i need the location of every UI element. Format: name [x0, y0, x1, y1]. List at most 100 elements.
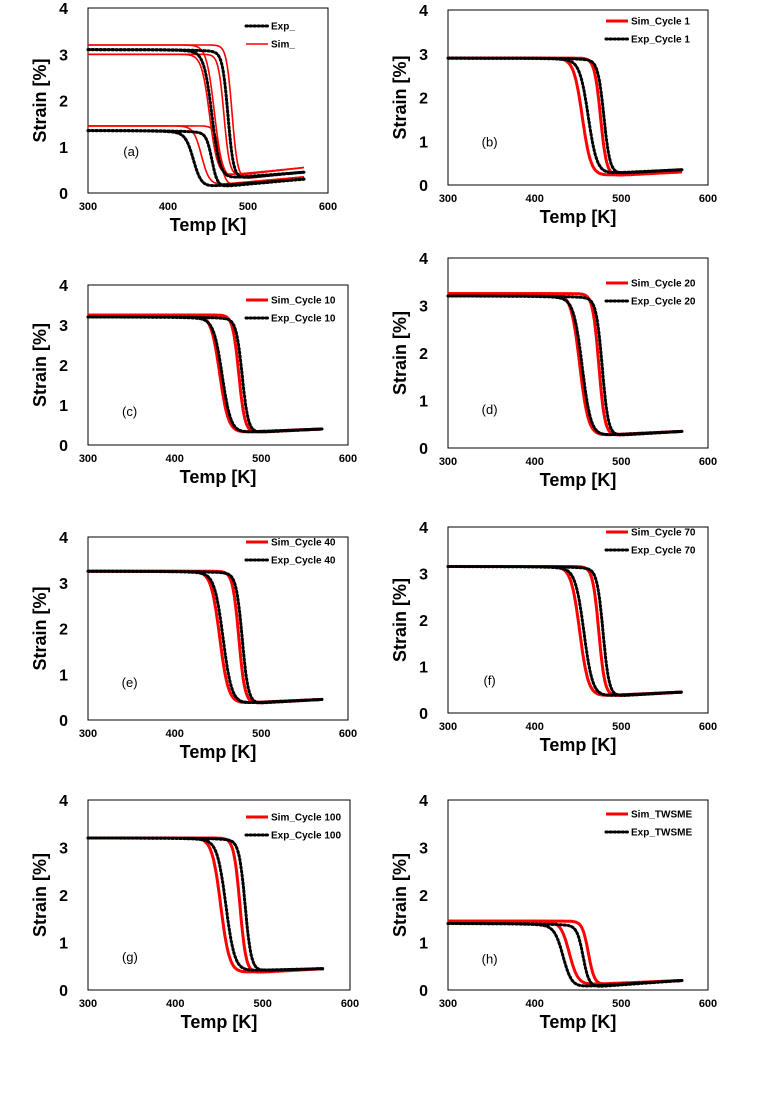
y-tick-label: 4 — [59, 278, 68, 295]
x-axis-label: Temp [K] — [540, 735, 617, 755]
panel-g: 300 400 500 600 0 1 2 3 4 Temp [K] Strain [%] Sim_C… — [30, 793, 359, 1032]
panel-label: (e) — [122, 675, 138, 690]
series-exp-cool-3 — [446, 56, 684, 175]
x-tick-label: 300 — [79, 998, 97, 1010]
plot-frame — [87, 7, 329, 194]
x-axis-label: Temp [K] — [540, 470, 617, 490]
y-tick-label: 0 — [59, 983, 68, 1000]
y-tick-label: 1 — [419, 134, 428, 151]
series-exp-cool-3 — [86, 569, 324, 704]
y-tick-label: 3 — [59, 841, 68, 858]
series-exp-cool-7 — [86, 48, 306, 179]
x-tick-label: 400 — [165, 453, 183, 465]
plot-frame — [87, 536, 349, 721]
panel-label: (d) — [482, 402, 498, 417]
y-tick-label: 4 — [419, 520, 428, 537]
panel-f: 300 400 500 600 0 1 2 3 4 Temp [K] Strain [%] Sim_C… — [390, 520, 717, 755]
y-tick-label: 0 — [59, 186, 68, 203]
x-tick-label: 300 — [439, 998, 457, 1010]
x-tick-label: 400 — [159, 201, 177, 213]
legend-label: Exp_Cycle 70 — [631, 546, 696, 557]
x-tick-label: 600 — [699, 998, 717, 1010]
series-sim-heat-2 — [88, 53, 305, 176]
panel-h: 300 400 500 600 0 1 2 3 4 Temp [K] Strain [%] Sim_T… — [390, 793, 717, 1032]
y-tick-label: 2 — [59, 888, 68, 905]
y-tick-label: 3 — [59, 47, 68, 64]
x-tick-label: 500 — [253, 998, 271, 1010]
series-exp-cool-3 — [446, 294, 684, 437]
legend-label: Sim_Cycle 20 — [631, 279, 696, 290]
x-axis-label: Temp [K] — [540, 207, 617, 227]
legend-label: Sim_Cycle 1 — [631, 17, 690, 28]
panel-b: 300 400 500 600 0 1 2 3 4 Temp [K] Strain [%] Sim_C… — [390, 3, 717, 227]
x-tick-label: 500 — [612, 193, 630, 205]
y-tick-label: 3 — [419, 567, 428, 584]
x-tick-label: 600 — [699, 193, 717, 205]
y-tick-label: 2 — [59, 358, 68, 375]
x-tick-label: 500 — [612, 998, 630, 1010]
y-tick-label: 1 — [59, 667, 68, 684]
y-tick-label: 1 — [419, 394, 428, 411]
legend-label: Exp_TWSME — [631, 828, 692, 839]
x-tick-label: 300 — [79, 728, 97, 740]
legend-label: Exp_Cycle 40 — [271, 556, 336, 567]
x-tick-label: 400 — [525, 998, 543, 1010]
series-exp-cool-3 — [446, 922, 684, 988]
y-tick-label: 2 — [419, 346, 428, 363]
x-tick-label: 500 — [252, 453, 270, 465]
y-tick-label: 1 — [419, 660, 428, 677]
x-tick-label: 500 — [612, 721, 630, 733]
x-tick-label: 300 — [79, 453, 97, 465]
panel-label: (c) — [122, 404, 137, 419]
x-tick-label: 300 — [439, 721, 457, 733]
series-sim-heat-0 — [88, 44, 305, 179]
plot-frame — [447, 799, 709, 991]
legend-label: Exp_Cycle 20 — [631, 297, 696, 308]
legend-label: Exp_ — [271, 22, 295, 33]
y-tick-label: 0 — [419, 441, 428, 458]
y-tick-label: 3 — [419, 47, 428, 64]
y-tick-label: 2 — [419, 91, 428, 108]
series-sim-heat-0 — [447, 56, 683, 177]
x-tick-label: 400 — [525, 193, 543, 205]
x-tick-label: 600 — [699, 721, 717, 733]
y-tick-label: 3 — [419, 299, 428, 316]
series-sim-cool-1 — [447, 56, 683, 177]
y-tick-label: 2 — [419, 888, 428, 905]
x-tick-label: 600 — [339, 453, 357, 465]
x-tick-label: 300 — [439, 193, 457, 205]
y-tick-label: 4 — [419, 793, 428, 810]
y-tick-label: 4 — [419, 3, 428, 20]
series-sim-cool-5 — [88, 125, 305, 185]
x-axis-label: Temp [K] — [170, 215, 247, 235]
y-tick-label: 0 — [59, 713, 68, 730]
legend-label: Sim_Cycle 40 — [271, 538, 336, 549]
series-exp-cool-9 — [86, 129, 306, 188]
y-tick-label: 1 — [59, 936, 68, 953]
x-tick-label: 600 — [319, 201, 337, 213]
x-tick-label: 400 — [525, 721, 543, 733]
x-axis-label: Temp [K] — [181, 1012, 258, 1032]
panel-e: 300 400 500 600 0 1 2 3 4 Temp [K] Strain [%] Sim_C… — [30, 530, 357, 762]
legend-label: Sim_ — [271, 40, 295, 51]
y-tick-label: 0 — [419, 178, 428, 195]
panel-d: 300 400 500 600 0 1 2 3 4 Temp [K] Strain [%] Sim_C… — [390, 251, 717, 490]
panel-label: (b) — [482, 135, 498, 150]
y-tick-label: 0 — [419, 706, 428, 723]
plot-frame — [87, 799, 351, 991]
y-tick-label: 1 — [59, 140, 68, 157]
x-axis-label: Temp [K] — [180, 742, 257, 762]
series-exp-cool-3 — [86, 315, 324, 434]
x-tick-label: 300 — [79, 201, 97, 213]
legend-label: Sim_TWSME — [631, 810, 692, 821]
legend-label: Sim_Cycle 70 — [631, 528, 696, 539]
plot-frame — [447, 9, 709, 186]
series-exp-heat-2 — [446, 56, 684, 175]
y-axis-label: Strain [%] — [390, 853, 410, 937]
y-tick-label: 3 — [59, 318, 68, 335]
legend-label: Exp_Cycle 1 — [631, 35, 690, 46]
y-axis-label: Strain [%] — [390, 578, 410, 662]
y-axis-label: Strain [%] — [390, 55, 410, 139]
y-axis-label: Strain [%] — [30, 586, 50, 670]
